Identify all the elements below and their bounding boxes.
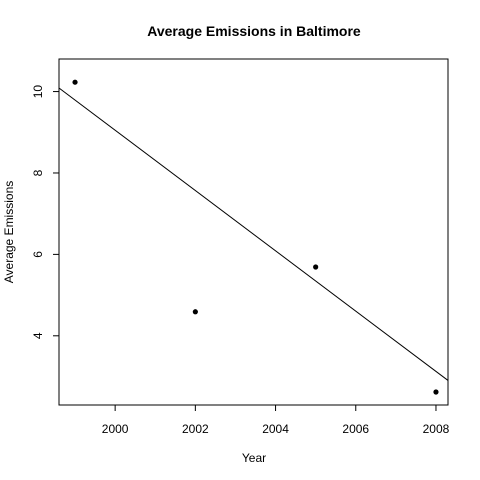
data-point — [72, 79, 78, 85]
y-axis: 4 6 8 10 — [31, 85, 59, 339]
trend-line — [58, 87, 449, 381]
plot-frame — [58, 58, 449, 406]
y-tick-label: 8 — [31, 169, 45, 176]
points-group — [72, 79, 439, 395]
y-axis-label: Average Emissions — [2, 181, 16, 284]
x-axis: 2000 2002 2004 2006 2008 — [102, 405, 450, 436]
x-tick-label: 2006 — [342, 422, 369, 436]
data-point — [313, 264, 319, 270]
data-point — [192, 309, 198, 315]
x-tick-label: 2000 — [102, 422, 129, 436]
y-tick-label: 4 — [31, 332, 45, 339]
x-tick-label: 2002 — [182, 422, 209, 436]
x-tick-label: 2004 — [262, 422, 289, 436]
x-tick-label: 2008 — [423, 422, 450, 436]
chart-title: Average Emissions in Baltimore — [147, 23, 361, 39]
y-tick-label: 10 — [31, 85, 45, 99]
y-tick-label: 6 — [31, 251, 45, 258]
trendline-group — [58, 87, 449, 381]
x-axis-label: Year — [242, 451, 266, 465]
data-point — [433, 389, 439, 395]
